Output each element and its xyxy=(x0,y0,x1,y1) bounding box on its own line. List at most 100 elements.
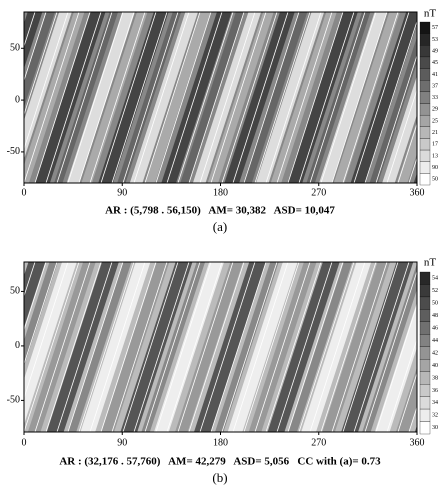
colorbar-cell xyxy=(419,173,431,186)
orbit-track xyxy=(111,11,168,184)
colorbar-label: 50 xyxy=(432,177,438,183)
orbit-track xyxy=(45,11,102,184)
colorbar-cell xyxy=(419,284,431,298)
orbit-track xyxy=(342,261,399,433)
orbit-track xyxy=(111,261,168,433)
orbit-track xyxy=(254,261,311,433)
colorbar-label: 21 xyxy=(432,130,438,136)
orbit-track xyxy=(210,11,267,184)
orbit-track xyxy=(0,11,25,88)
orbit-track xyxy=(45,261,102,433)
colorbar-label: 53 xyxy=(432,37,438,43)
orbit-track xyxy=(309,261,366,433)
colorbar-cell xyxy=(419,346,431,360)
orbit-track xyxy=(364,261,421,433)
orbit-track xyxy=(309,11,366,184)
orbit-track xyxy=(122,261,179,433)
orbit-track xyxy=(210,261,267,433)
orbit-track xyxy=(221,261,278,433)
y-tick-label: 50 xyxy=(10,286,20,297)
colorbar-cell xyxy=(419,56,431,69)
colorbar-label: 40 xyxy=(432,363,438,369)
colorbar-cell xyxy=(419,103,431,116)
colorbar-cell xyxy=(419,421,431,435)
orbit-track xyxy=(199,11,256,184)
colorbar-label: 48 xyxy=(432,313,438,319)
x-tick-label: 90 xyxy=(117,187,127,198)
colorbar-label: 13 xyxy=(432,153,438,159)
orbit-track xyxy=(353,261,410,433)
x-tick-label: 270 xyxy=(311,437,326,448)
orbit-track xyxy=(353,11,410,184)
colorbar-cell xyxy=(419,149,431,162)
orbit-track xyxy=(100,261,157,433)
map-field xyxy=(24,262,417,432)
colorbar-label: 90 xyxy=(432,165,438,171)
colorbar-cell xyxy=(419,371,431,385)
colorbar-cell xyxy=(419,161,431,174)
orbit-track xyxy=(232,261,289,433)
orbit-track xyxy=(386,11,443,184)
colorbar-cell xyxy=(419,408,431,422)
colorbar-cell xyxy=(419,138,431,151)
orbit-track xyxy=(34,261,91,433)
colorbar-cell xyxy=(419,271,431,285)
orbit-track xyxy=(89,11,146,184)
orbit-track xyxy=(320,261,377,433)
orbit-track xyxy=(221,11,278,184)
colorbar-cell xyxy=(419,68,431,81)
orbit-track xyxy=(78,261,135,433)
colorbar-label: 41 xyxy=(432,72,438,78)
orbit-track xyxy=(67,261,124,433)
orbit-track xyxy=(133,261,190,433)
orbit-track xyxy=(155,261,212,433)
colorbar-label: 25 xyxy=(432,118,438,124)
x-tick-label: 270 xyxy=(311,187,326,198)
orbit-track xyxy=(0,261,36,372)
orbit-track xyxy=(122,11,179,184)
x-tick-label: 360 xyxy=(410,187,425,198)
colorbar-label: 32 xyxy=(432,413,438,419)
orbit-track xyxy=(0,11,36,123)
orbit-track xyxy=(188,261,245,433)
y-tick-label: -50 xyxy=(7,395,20,406)
x-tick-label: 180 xyxy=(213,187,228,198)
orbit-track xyxy=(78,11,135,184)
orbit-track xyxy=(276,11,333,184)
orbit-track xyxy=(331,11,388,184)
orbit-track xyxy=(0,11,14,54)
colorbar-label: 30 xyxy=(432,425,438,431)
orbit-track xyxy=(243,11,300,184)
orbit-tracks xyxy=(0,261,443,433)
orbit-track xyxy=(298,261,355,433)
unit-label: nT xyxy=(424,8,437,20)
orbit-track xyxy=(408,325,443,433)
colorbar-label: 36 xyxy=(432,388,438,394)
orbit-track xyxy=(276,261,333,433)
orbit-track xyxy=(166,11,223,184)
colorbar-label: 29 xyxy=(432,107,438,113)
colorbar-cell xyxy=(419,80,431,93)
orbit-track xyxy=(232,11,289,184)
orbit-track xyxy=(430,393,443,433)
orbit-track xyxy=(298,11,355,184)
orbit-track xyxy=(265,261,322,433)
colorbar-cell xyxy=(419,45,431,58)
colorbar-cell xyxy=(419,396,431,410)
orbit-track xyxy=(342,11,399,184)
orbit-track xyxy=(12,11,69,184)
orbit-track xyxy=(364,11,421,184)
colorbar-cell xyxy=(419,296,431,310)
colorbar-label: 44 xyxy=(432,338,438,344)
colorbar-label: 33 xyxy=(432,95,438,101)
orbit-track xyxy=(100,11,157,184)
colorbar-label: 34 xyxy=(432,400,438,406)
colorbar-label: 54 xyxy=(432,276,438,282)
orbit-track xyxy=(56,11,113,184)
colorbar-cell xyxy=(419,384,431,397)
orbit-track xyxy=(320,11,377,184)
colorbar-cell xyxy=(419,33,431,46)
colorbar-label: 50 xyxy=(432,301,438,307)
orbit-track xyxy=(155,11,212,184)
orbit-track xyxy=(265,11,322,184)
